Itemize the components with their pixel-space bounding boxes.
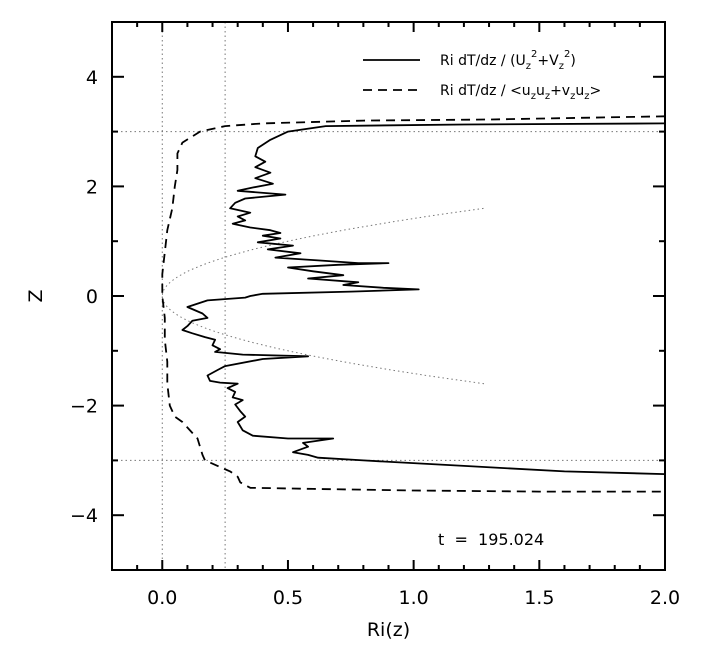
reference-lines — [112, 22, 665, 570]
y-tick-label: 4 — [86, 67, 98, 89]
x-tick-label: 2.0 — [650, 587, 680, 609]
y-tick-label: −2 — [70, 396, 98, 418]
series-line-solid — [181, 122, 666, 475]
legend-label-dashed: Ri dT/dz / <uzuz+vzuz> — [440, 83, 601, 102]
y-tick-label: 2 — [86, 176, 98, 198]
legend-dashed-s3: z — [570, 91, 575, 102]
legend-solid-sup: 2 — [531, 49, 537, 60]
ticks — [112, 21, 666, 571]
legend-solid-close: ) — [570, 53, 575, 69]
legend-dashed-close: > — [589, 83, 601, 99]
legend-dashed-s2: z — [545, 91, 550, 102]
series-line-dashed — [161, 115, 666, 493]
legend-dashed-u2: u — [575, 83, 584, 99]
ref-curve-parabola — [161, 207, 485, 385]
legend-solid-plus: +V — [537, 53, 559, 69]
x-tick-label: 1.5 — [524, 587, 554, 609]
x-axis-label: Ri(z) — [367, 619, 410, 641]
y-axis-label: Z — [25, 289, 47, 302]
legend-solid-sub: z — [526, 61, 531, 72]
legend-solid-prefix: Ri dT/dz / (U — [440, 53, 526, 69]
legend-solid-sub2: z — [559, 61, 564, 72]
x-tick-label: 0.5 — [273, 587, 303, 609]
legend: Ri dT/dz / (Uz2+Vz2) Ri dT/dz / <uzuz+vz… — [363, 49, 601, 102]
time-annotation: t = 195.024 — [438, 530, 544, 549]
series-layer — [161, 115, 666, 493]
x-tick-label: 0.0 — [147, 587, 177, 609]
legend-dashed-prefix: Ri dT/dz / <u — [440, 83, 531, 99]
legend-dashed-s4: z — [584, 91, 589, 102]
legend-solid-sup2: 2 — [564, 49, 570, 60]
x-tick-label: 1.0 — [399, 587, 429, 609]
legend-dashed-plus: +v — [550, 83, 570, 99]
tick-labels: 0.0 0.5 1.0 1.5 2.0 −4 −2 0 2 4 — [70, 67, 680, 609]
y-tick-label: 0 — [86, 286, 98, 308]
legend-dashed-s1: z — [531, 91, 536, 102]
legend-dashed-u: u — [536, 83, 545, 99]
y-tick-label: −4 — [70, 505, 98, 527]
plot-frame — [111, 21, 666, 571]
legend-label-solid: Ri dT/dz / (Uz2+Vz2) — [440, 49, 576, 72]
